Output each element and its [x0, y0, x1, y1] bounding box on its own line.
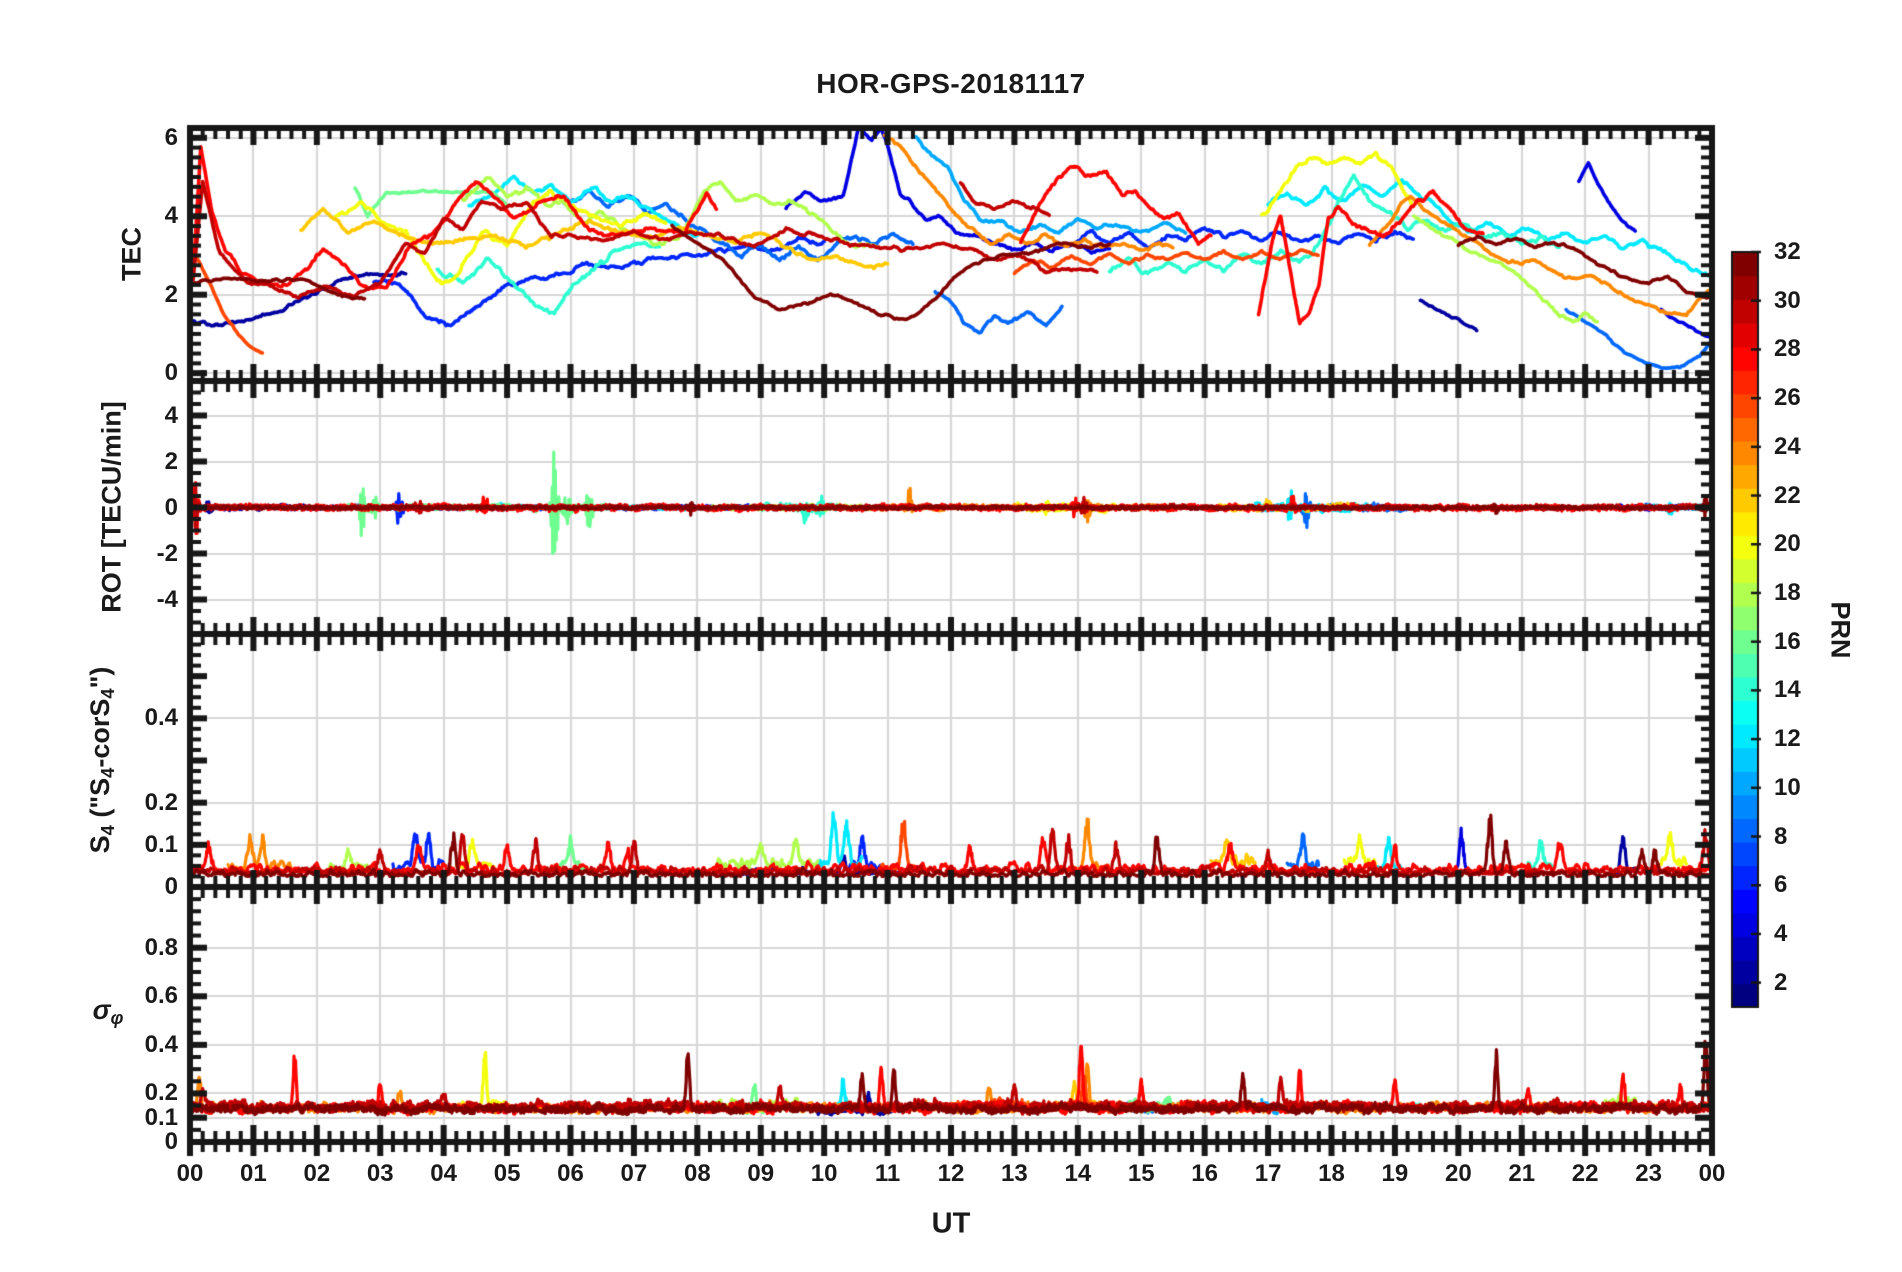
colorbar-tick-label: 2	[1774, 968, 1788, 996]
x-tick-label: 07	[620, 1160, 648, 1187]
x-tick-label: 15	[1127, 1160, 1155, 1187]
x-tick-label: 12	[937, 1160, 965, 1187]
x-tick-label: 06	[557, 1160, 584, 1187]
y-tick-label: 0.1	[144, 830, 178, 858]
x-tick-label: 14	[1064, 1160, 1092, 1187]
s4-label-part: ("S	[85, 777, 116, 826]
colorbar-tick-label: 32	[1774, 238, 1801, 265]
chart-title: HOR-GPS-20181117	[816, 68, 1086, 99]
colorbar-tick-label: 20	[1774, 530, 1801, 558]
s4-axis-label: S4 ("S4-corS4")	[85, 667, 119, 854]
colorbar-tick-label: 4	[1774, 919, 1788, 947]
y-tick-label: 2	[164, 280, 178, 308]
sigma-label-sub: φ	[110, 1006, 124, 1028]
x-tick-label: 20	[1444, 1160, 1472, 1187]
colorbar-tick-label: 14	[1774, 676, 1801, 704]
colorbar-label-prn: PRN	[1825, 601, 1856, 659]
y-tick-label: 4	[164, 401, 178, 429]
y-tick-label: 0.6	[144, 982, 178, 1010]
x-tick-label: 01	[240, 1160, 267, 1187]
s4-label-sub: 4	[96, 767, 118, 778]
x-tick-label: 02	[303, 1160, 331, 1187]
y-tick-label: 0.4	[144, 704, 178, 732]
x-tick-label: 19	[1381, 1160, 1409, 1187]
y-tick-label: 0.1	[144, 1103, 178, 1131]
y-tick-label: -4	[156, 585, 178, 613]
colorbar-tick-label: 6	[1774, 871, 1788, 899]
y-tick-label: 4	[164, 202, 178, 230]
y-tick-label: 0.8	[144, 933, 178, 961]
colorbar-tick-label: 18	[1774, 578, 1801, 606]
y-tick-label: 0	[164, 873, 178, 900]
x-tick-label: 22	[1571, 1160, 1599, 1187]
s4-label-sub: 4	[96, 825, 118, 836]
colorbar-tick-label: 12	[1774, 725, 1801, 753]
colorbar-tick-label: 22	[1774, 481, 1801, 509]
y-tick-label: 6	[164, 123, 178, 151]
x-tick-label: 09	[747, 1160, 775, 1187]
colorbar-tick-label: 10	[1774, 773, 1801, 801]
x-tick-label: 08	[683, 1160, 711, 1187]
colorbar-tick-label: 24	[1774, 432, 1801, 460]
x-tick-label: 04	[430, 1160, 458, 1187]
x-tick-label: 03	[366, 1160, 394, 1187]
rot-axis-label: ROT [TECU/min]	[96, 401, 127, 613]
x-tick-label: 05	[493, 1160, 521, 1187]
sigma-axis-label: σφ	[93, 995, 124, 1029]
x-tick-label: 10	[810, 1160, 838, 1187]
x-tick-label: 21	[1508, 1160, 1536, 1187]
x-tick-label: 23	[1635, 1160, 1662, 1187]
colorbar-tick-label: 30	[1774, 286, 1801, 314]
x-tick-label: 18	[1318, 1160, 1345, 1187]
y-tick-label: 0	[164, 1128, 178, 1155]
y-tick-label: 0.2	[144, 1079, 178, 1107]
colorbar-tick-label: 28	[1774, 335, 1801, 363]
s4-label-main: S	[85, 835, 116, 854]
y-tick-label: 0	[164, 359, 178, 387]
tec-axis-label: TEC	[116, 227, 147, 281]
y-tick-label: 0	[164, 493, 178, 521]
x-tick-label: 17	[1254, 1160, 1282, 1187]
y-tick-label: -2	[156, 539, 178, 567]
y-tick-label: 0.2	[144, 788, 178, 816]
x-tick-label: 00	[1698, 1160, 1726, 1187]
x-tick-label: 11	[874, 1160, 901, 1187]
sigma-label-main: σ	[92, 995, 111, 1026]
x-tick-label: 00	[176, 1160, 204, 1187]
s4-label-sub: 4	[96, 688, 118, 699]
x-axis-label-ut: UT	[931, 1207, 971, 1240]
colorbar-tick-label: 16	[1774, 627, 1801, 655]
s4-label-part: -corS	[85, 698, 116, 768]
colorbar-tick-label: 26	[1774, 384, 1801, 412]
x-tick-label: 13	[1001, 1160, 1028, 1187]
y-tick-label: 2	[164, 447, 178, 475]
s4-label-part: ")	[85, 666, 116, 689]
colorbar-tick-label: 8	[1774, 822, 1788, 850]
y-tick-label: 0.4	[144, 1030, 178, 1058]
x-tick-label: 16	[1191, 1160, 1219, 1187]
